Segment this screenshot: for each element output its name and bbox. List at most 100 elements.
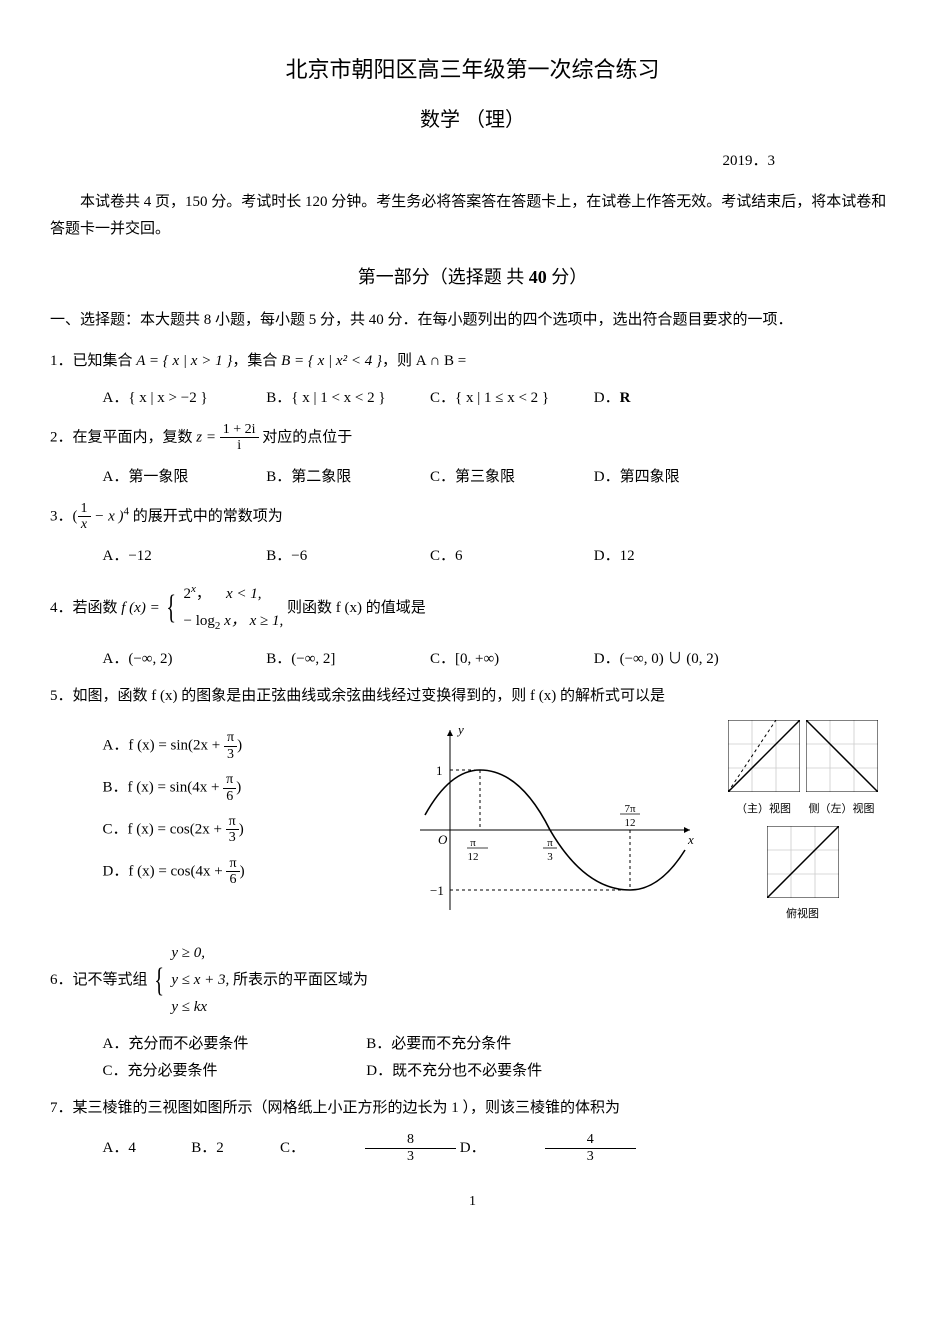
q5-xtick2-num: π	[547, 837, 553, 849]
q1-mid: ，集合	[232, 353, 281, 369]
q4-piecewise: 2x， x < 1, − log2 x， x ≥ 1,	[184, 580, 284, 637]
q4-r2-cond: x ≥ 1,	[250, 613, 284, 629]
q5-origin-label: O	[438, 832, 448, 847]
top-view-icon	[767, 826, 839, 898]
q5A-pre: A．f (x) = sin(2x +	[103, 738, 225, 754]
q1-stem-pre: 1．已知集合	[50, 353, 136, 369]
q3-fraction: 1x	[78, 501, 91, 533]
q4-options: A．(−∞, 2) B．(−∞, 2] C．[0, +∞) D．(−∞, 0) …	[103, 646, 896, 673]
front-view-icon	[728, 720, 800, 792]
q6-brace-icon: {	[155, 964, 165, 998]
exam-title-line1: 北京市朝阳区高三年级第一次综合练习	[50, 50, 895, 90]
q3-frac-num: 1	[78, 501, 91, 517]
question-7: 7．某三棱锥的三视图如图所示（网格纸上小正方形的边长为 1 ），则该三棱锥的体积…	[50, 1095, 895, 1122]
q6-optD: D．既不充分也不必要条件	[366, 1058, 542, 1085]
q5-optD: D．f (x) = cos(4x + π6)	[103, 856, 411, 888]
q5-xtick2-den: 3	[547, 851, 553, 863]
section-1-header: 第一部分（选择题 共 40 分）	[50, 261, 895, 293]
q6-options-row1: A．充分而不必要条件 B．必要而不充分条件	[103, 1031, 896, 1058]
side-view-label: 侧（左）视图	[806, 800, 878, 820]
q5B-den: 6	[223, 789, 236, 804]
q6-r2: y ≤ x + 3,	[171, 967, 229, 994]
q2-frac-den: i	[220, 438, 259, 453]
q1-optD-R: R	[620, 390, 631, 406]
q5-optC: C．f (x) = cos(2x + π3)	[103, 814, 411, 846]
q6-optB: B．必要而不充分条件	[366, 1031, 526, 1058]
q3-options: A．−12 B．−6 C．6 D．12	[103, 543, 896, 570]
q1-setA: A = { x | x > 1 }	[136, 353, 232, 369]
q3-stem-mid: − x )	[91, 508, 124, 524]
q2-frac-num: 1 + 2i	[220, 422, 259, 438]
q4-optD: D．(−∞, 0) ∪ (0, 2)	[594, 646, 754, 673]
side-view-icon	[806, 720, 878, 792]
q4-stem-pre: 4．若函数	[50, 599, 121, 615]
exam-date: 2019．3	[50, 148, 895, 175]
q2-optB: B．第二象限	[266, 464, 426, 491]
q4-optB: B．(−∞, 2]	[266, 646, 426, 673]
q5-ymax: 1	[436, 763, 443, 778]
top-view-label: 俯视图	[710, 905, 895, 925]
q5C-pre: C．f (x) = cos(2x +	[103, 821, 226, 837]
section-1-instructions: 一、选择题：本大题共 8 小题，每小题 5 分，共 40 分．在每小题列出的四个…	[50, 307, 895, 334]
q5-optB: B．f (x) = sin(4x + π6)	[103, 772, 411, 804]
q5-y-axis-label: y	[456, 722, 464, 737]
q5-xtick3-den: 12	[625, 817, 636, 829]
q5C-post: )	[239, 821, 244, 837]
q5D-frac: π6	[226, 856, 239, 888]
q6-r3: y ≤ kx	[171, 994, 229, 1021]
q4-stem-post: 则函数 f (x) 的值域是	[287, 599, 426, 615]
q5C-den: 3	[226, 830, 239, 845]
section-1-header-bold: 40	[529, 267, 547, 287]
q6-stem-pre: 6．记不等式组	[50, 972, 151, 988]
q2-stem-pre: 2．在复平面内，复数	[50, 429, 196, 445]
question-5: 5．如图，函数 f (x) 的图象是由正弦曲线或余弦曲线经过变换得到的，则 f …	[50, 683, 895, 710]
q1-optC: C．{ x | 1 ≤ x < 2 }	[430, 385, 590, 412]
question-1: 1．已知集合 A = { x | x > 1 }，集合 B = { x | x²…	[50, 348, 895, 375]
q4-brace-icon: {	[167, 591, 177, 625]
q7-optD: D．43	[460, 1132, 636, 1164]
q5D-num: π	[226, 856, 239, 872]
q5C-num: π	[226, 814, 239, 830]
q5B-num: π	[223, 772, 236, 788]
q7-optA: A．4	[103, 1135, 188, 1162]
q7D-pre: D．	[460, 1135, 545, 1162]
q7C-den: 3	[365, 1149, 456, 1164]
exam-intro: 本试卷共 4 页，150 分。考试时长 120 分钟。考生务必将答案答在答题卡上…	[50, 189, 895, 243]
q2-optA: A．第一象限	[103, 464, 263, 491]
page-number: 1	[50, 1189, 895, 1214]
q4-fx: f (x) =	[121, 599, 163, 615]
q7-optC: C．83	[280, 1132, 456, 1164]
front-view-label: （主）视图	[728, 800, 800, 820]
q6-stem-post: 所表示的平面区域为	[233, 972, 368, 988]
q5-graph: x y O 1 −1 π 12 π 3 7π 12	[410, 720, 710, 930]
q4-optA: A．(−∞, 2)	[103, 646, 263, 673]
q3-optC: C．6	[430, 543, 590, 570]
q7C-num: 8	[365, 1132, 456, 1148]
question-2: 2．在复平面内，复数 z = 1 + 2ii 对应的点位于	[50, 422, 895, 454]
q4-r2-mid: x，	[220, 613, 245, 629]
q6-system: y ≥ 0, y ≤ x + 3, y ≤ kx	[171, 940, 229, 1021]
q5A-den: 3	[224, 747, 237, 762]
q2-optD: D．第四象限	[594, 464, 754, 491]
q5-optA: A．f (x) = sin(2x + π3)	[103, 730, 411, 762]
exam-title-line2: 数学 （理）	[50, 102, 895, 138]
q7-options: A．4 B．2 C．83 D．43	[103, 1132, 896, 1164]
q5-x-axis-label: x	[687, 832, 694, 847]
q3-optB: B．−6	[266, 543, 426, 570]
q7D-num: 4	[545, 1132, 636, 1148]
q5A-num: π	[224, 730, 237, 746]
q3-stem-post: 的展开式中的常数项为	[129, 508, 283, 524]
q7C-pre: C．	[280, 1135, 365, 1162]
q5B-post: )	[236, 779, 241, 795]
q7-optB: B．2	[191, 1135, 276, 1162]
q5D-den: 6	[226, 872, 239, 887]
q5-ymin: −1	[430, 883, 444, 898]
q3-stem-pre: 3．(	[50, 508, 78, 524]
q3-optA: A．−12	[103, 543, 263, 570]
section-1-header-post: 分）	[547, 267, 588, 287]
q5B-pre: B．f (x) = sin(4x +	[103, 779, 224, 795]
q3-frac-den: x	[78, 517, 91, 532]
q4-r1-cond: x < 1,	[226, 586, 262, 602]
q1-optA: A．{ x | x > −2 }	[103, 385, 263, 412]
q5-xtick3-num: 7π	[624, 803, 636, 815]
